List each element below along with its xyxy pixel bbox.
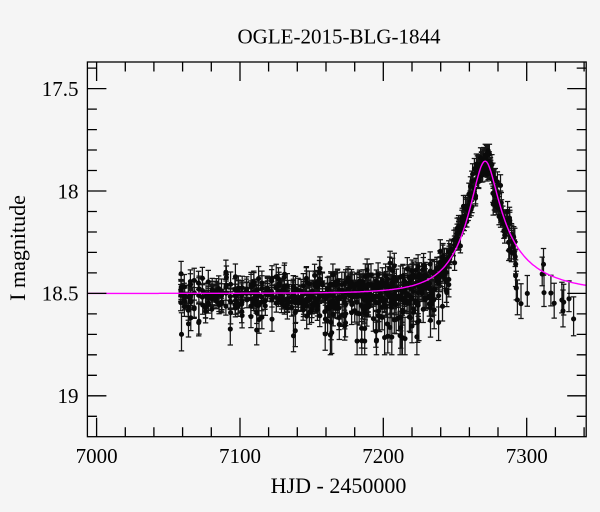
svg-text:HJD - 2450000: HJD - 2450000 <box>271 473 407 498</box>
svg-text:17.5: 17.5 <box>42 77 79 101</box>
svg-text:18.5: 18.5 <box>42 282 79 306</box>
svg-text:OGLE-2015-BLG-1844: OGLE-2015-BLG-1844 <box>238 25 441 49</box>
svg-text:7200: 7200 <box>362 444 404 468</box>
svg-text:I magnitude: I magnitude <box>5 195 30 301</box>
svg-text:19: 19 <box>58 384 79 408</box>
svg-text:7000: 7000 <box>76 444 118 468</box>
svg-text:7300: 7300 <box>506 444 548 468</box>
svg-text:7100: 7100 <box>219 444 261 468</box>
svg-text:18: 18 <box>58 179 79 203</box>
